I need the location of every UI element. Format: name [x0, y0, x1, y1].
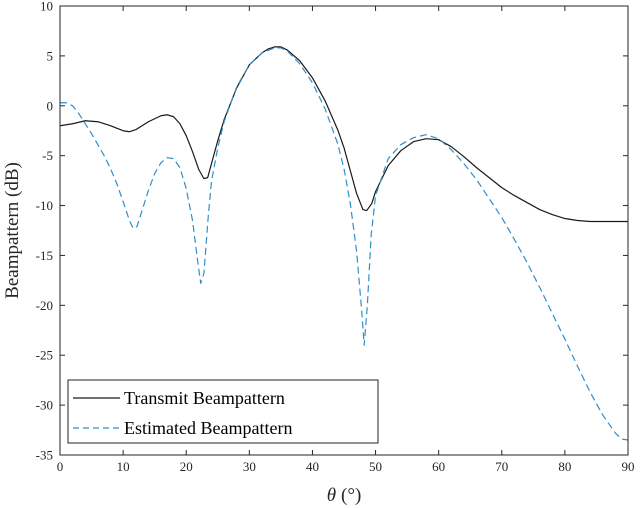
x-tick-label: 70: [495, 459, 508, 474]
x-tick-label: 80: [558, 459, 571, 474]
y-axis-label: Beampattern (dB): [2, 162, 23, 299]
y-tick-label: -10: [36, 198, 53, 213]
x-tick-label: 50: [369, 459, 382, 474]
series-line-0: [59, 46, 628, 223]
legend: Transmit Beampattern Estimated Beampatte…: [67, 379, 379, 444]
x-tick-label: 0: [57, 459, 64, 474]
chart-marks: [59, 46, 629, 441]
y-tick-label: -15: [36, 248, 53, 263]
legend-box: [67, 379, 379, 444]
x-tick-label: 20: [180, 459, 193, 474]
x-axis-label: θ (°): [327, 485, 362, 506]
legend-label-estimated: Estimated Beampattern: [124, 418, 292, 438]
x-axis-symbol: θ: [327, 485, 336, 506]
y-tick-label: 5: [47, 48, 54, 63]
x-tick-label: 90: [622, 459, 635, 474]
x-tick-label: 30: [243, 459, 256, 474]
series-line-1: [60, 47, 629, 441]
y-tick-label: -20: [36, 298, 53, 313]
y-tick-label: 10: [40, 0, 53, 14]
y-tick-label: -25: [36, 348, 53, 363]
y-tick-label: 0: [47, 98, 54, 113]
x-tick-label: 40: [306, 459, 319, 474]
y-tick-label: -35: [36, 448, 53, 463]
plot-frame: [59, 5, 629, 456]
x-tick-label: 10: [117, 459, 130, 474]
axis-ticks: 0 10 20 30 40 50 60 70 80 901050-5-10-15-20-25-30…: [36, 0, 635, 474]
x-axis-unit: (°): [341, 485, 361, 506]
legend-label-transmit: Transmit Beampattern: [124, 388, 285, 408]
y-tick-label: -5: [42, 148, 53, 163]
x-tick-label: 60: [432, 459, 445, 474]
y-tick-label: -30: [36, 398, 53, 413]
